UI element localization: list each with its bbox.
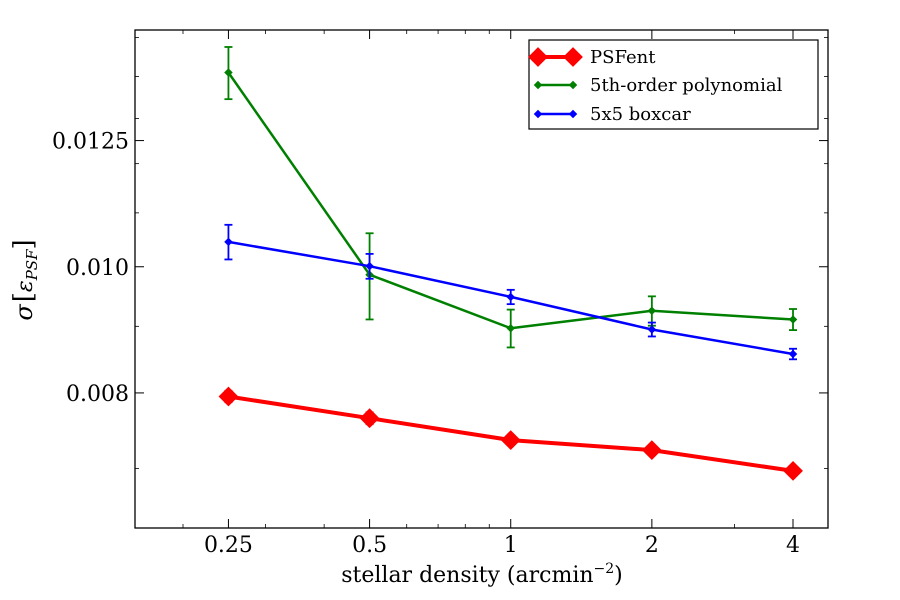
y-axis-label-open: [ bbox=[9, 292, 39, 302]
y-tick-label: 0.010 bbox=[66, 256, 129, 281]
x-tick-label: 1 bbox=[504, 533, 518, 558]
y-axis-label-sigma: σ bbox=[10, 304, 38, 321]
x-tick-label: 0.25 bbox=[204, 533, 253, 558]
legend: PSFent 5th-order polynomial 5x5 boxcar bbox=[528, 39, 819, 130]
data-point-polynomial bbox=[788, 315, 798, 324]
x-axis-label-text: stellar density (arcmin bbox=[341, 563, 593, 588]
x-tick-label: 4 bbox=[786, 533, 800, 558]
x-axis-label: stellar density (arcmin−2) bbox=[341, 561, 623, 588]
series-boxcar bbox=[224, 223, 798, 361]
y-axis-label-epsilon: ε bbox=[13, 280, 38, 292]
x-tick-label: 2 bbox=[645, 533, 659, 558]
y-axis-label-close: ] bbox=[9, 239, 39, 249]
data-point-boxcar bbox=[365, 261, 374, 271]
svg-text:σ[εPSF]: σ [εPSF] bbox=[9, 239, 41, 320]
legend-psfent-label: PSFent bbox=[590, 47, 656, 68]
x-axis-label-close: ) bbox=[614, 563, 623, 588]
y-axis-label-subscript: PSF bbox=[23, 249, 41, 281]
legend-boxcar-label: 5x5 boxcar bbox=[590, 104, 691, 125]
data-point-polynomial bbox=[506, 323, 515, 333]
data-point-boxcar bbox=[224, 237, 233, 247]
data-point-polynomial bbox=[224, 68, 233, 77]
data-point-psfent bbox=[783, 460, 803, 481]
legend-polynomial-label: 5th-order polynomial bbox=[590, 75, 783, 96]
y-axis-label: σ [εPSF] bbox=[9, 239, 41, 320]
series-psfent bbox=[218, 386, 803, 481]
data-point-boxcar bbox=[647, 325, 657, 334]
data-point-psfent bbox=[218, 386, 239, 407]
x-axis-label-exponent: −2 bbox=[594, 561, 615, 577]
series-polynomial bbox=[224, 46, 798, 349]
x-tick-label: 0.5 bbox=[352, 533, 387, 558]
plot-frame bbox=[134, 29, 829, 529]
data-point-polynomial bbox=[647, 306, 657, 316]
tick-layer: 0.25 0.5 1 2 4 0.008 0.010 0.0125 bbox=[52, 30, 828, 558]
data-point-psfent bbox=[500, 430, 521, 450]
y-tick-label: 0.008 bbox=[66, 382, 129, 407]
data-point-psfent bbox=[359, 408, 380, 429]
data-point-psfent bbox=[641, 440, 662, 461]
data-point-boxcar bbox=[788, 349, 798, 359]
y-tick-label: 0.0125 bbox=[52, 130, 129, 155]
data-point-boxcar bbox=[506, 292, 515, 302]
